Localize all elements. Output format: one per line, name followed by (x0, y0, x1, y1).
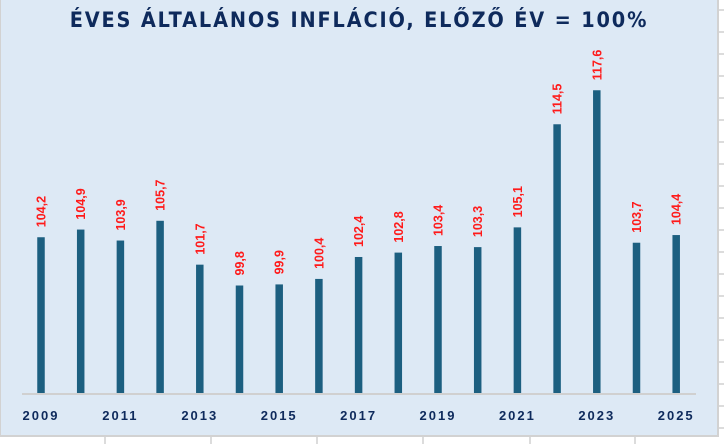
data-label-2025: 104,4 (670, 194, 684, 225)
x-tick-label-2009: 2009 (23, 408, 60, 423)
bar-2020 (473, 247, 482, 393)
bar-2024 (632, 242, 641, 393)
x-tick-label-2017: 2017 (340, 408, 377, 423)
bar-2010 (76, 229, 85, 393)
data-label-2021: 105,1 (511, 186, 525, 217)
x-tick-label-2023: 2023 (578, 408, 615, 423)
data-label-2010: 104,9 (74, 188, 88, 219)
data-label-2018: 102,8 (392, 211, 406, 242)
chart-title: ÉVES ÁLTALÁNOS INFLÁCIÓ, ELŐZŐ ÉV = 100% (69, 8, 649, 32)
bar-2023 (593, 90, 601, 393)
x-tick-label-2019: 2019 (420, 408, 457, 423)
bar-2017 (354, 256, 363, 393)
bar-2014 (235, 285, 244, 393)
data-label-2014: 99,8 (233, 251, 247, 275)
data-label-2016: 100,4 (312, 238, 326, 269)
data-label-2020: 103,3 (471, 206, 485, 237)
data-label-2023: 117,6 (590, 50, 604, 81)
x-tick-label-2025: 2025 (658, 408, 695, 423)
x-tick-label-2021: 2021 (499, 408, 536, 423)
data-label-2015: 99,9 (273, 250, 287, 274)
data-label-2024: 103,7 (630, 201, 644, 232)
data-label-2022: 114,5 (551, 84, 565, 115)
bar-2013 (196, 264, 204, 393)
bar-2019 (434, 246, 442, 393)
bar-2016 (315, 278, 323, 393)
bar-2021 (513, 227, 522, 393)
data-label-2009: 104,2 (35, 196, 49, 227)
data-label-2017: 102,4 (352, 216, 366, 247)
bar-2012 (156, 220, 164, 393)
x-tick-label-2013: 2013 (181, 408, 218, 423)
bar-2015 (275, 284, 283, 393)
data-label-2012: 105,7 (154, 179, 168, 210)
bar-2022 (553, 124, 561, 393)
bar-2018 (394, 252, 403, 393)
bar-2011 (116, 240, 125, 393)
x-tick-label-2011: 2011 (102, 408, 138, 423)
x-tick-label-2015: 2015 (261, 408, 298, 423)
bar-2009 (37, 237, 45, 393)
data-label-2013: 101,7 (193, 223, 207, 254)
data-label-2011: 103,9 (114, 199, 128, 230)
data-label-2019: 103,4 (432, 205, 446, 236)
bar-2025 (672, 235, 680, 393)
